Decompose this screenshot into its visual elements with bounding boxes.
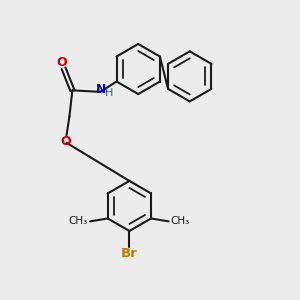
Text: Br: Br — [121, 247, 138, 260]
Text: CH₃: CH₃ — [69, 216, 88, 226]
Text: H: H — [104, 88, 113, 98]
Text: O: O — [61, 135, 71, 148]
Text: O: O — [56, 56, 67, 70]
Text: CH₃: CH₃ — [171, 216, 190, 226]
Text: N: N — [96, 83, 106, 96]
